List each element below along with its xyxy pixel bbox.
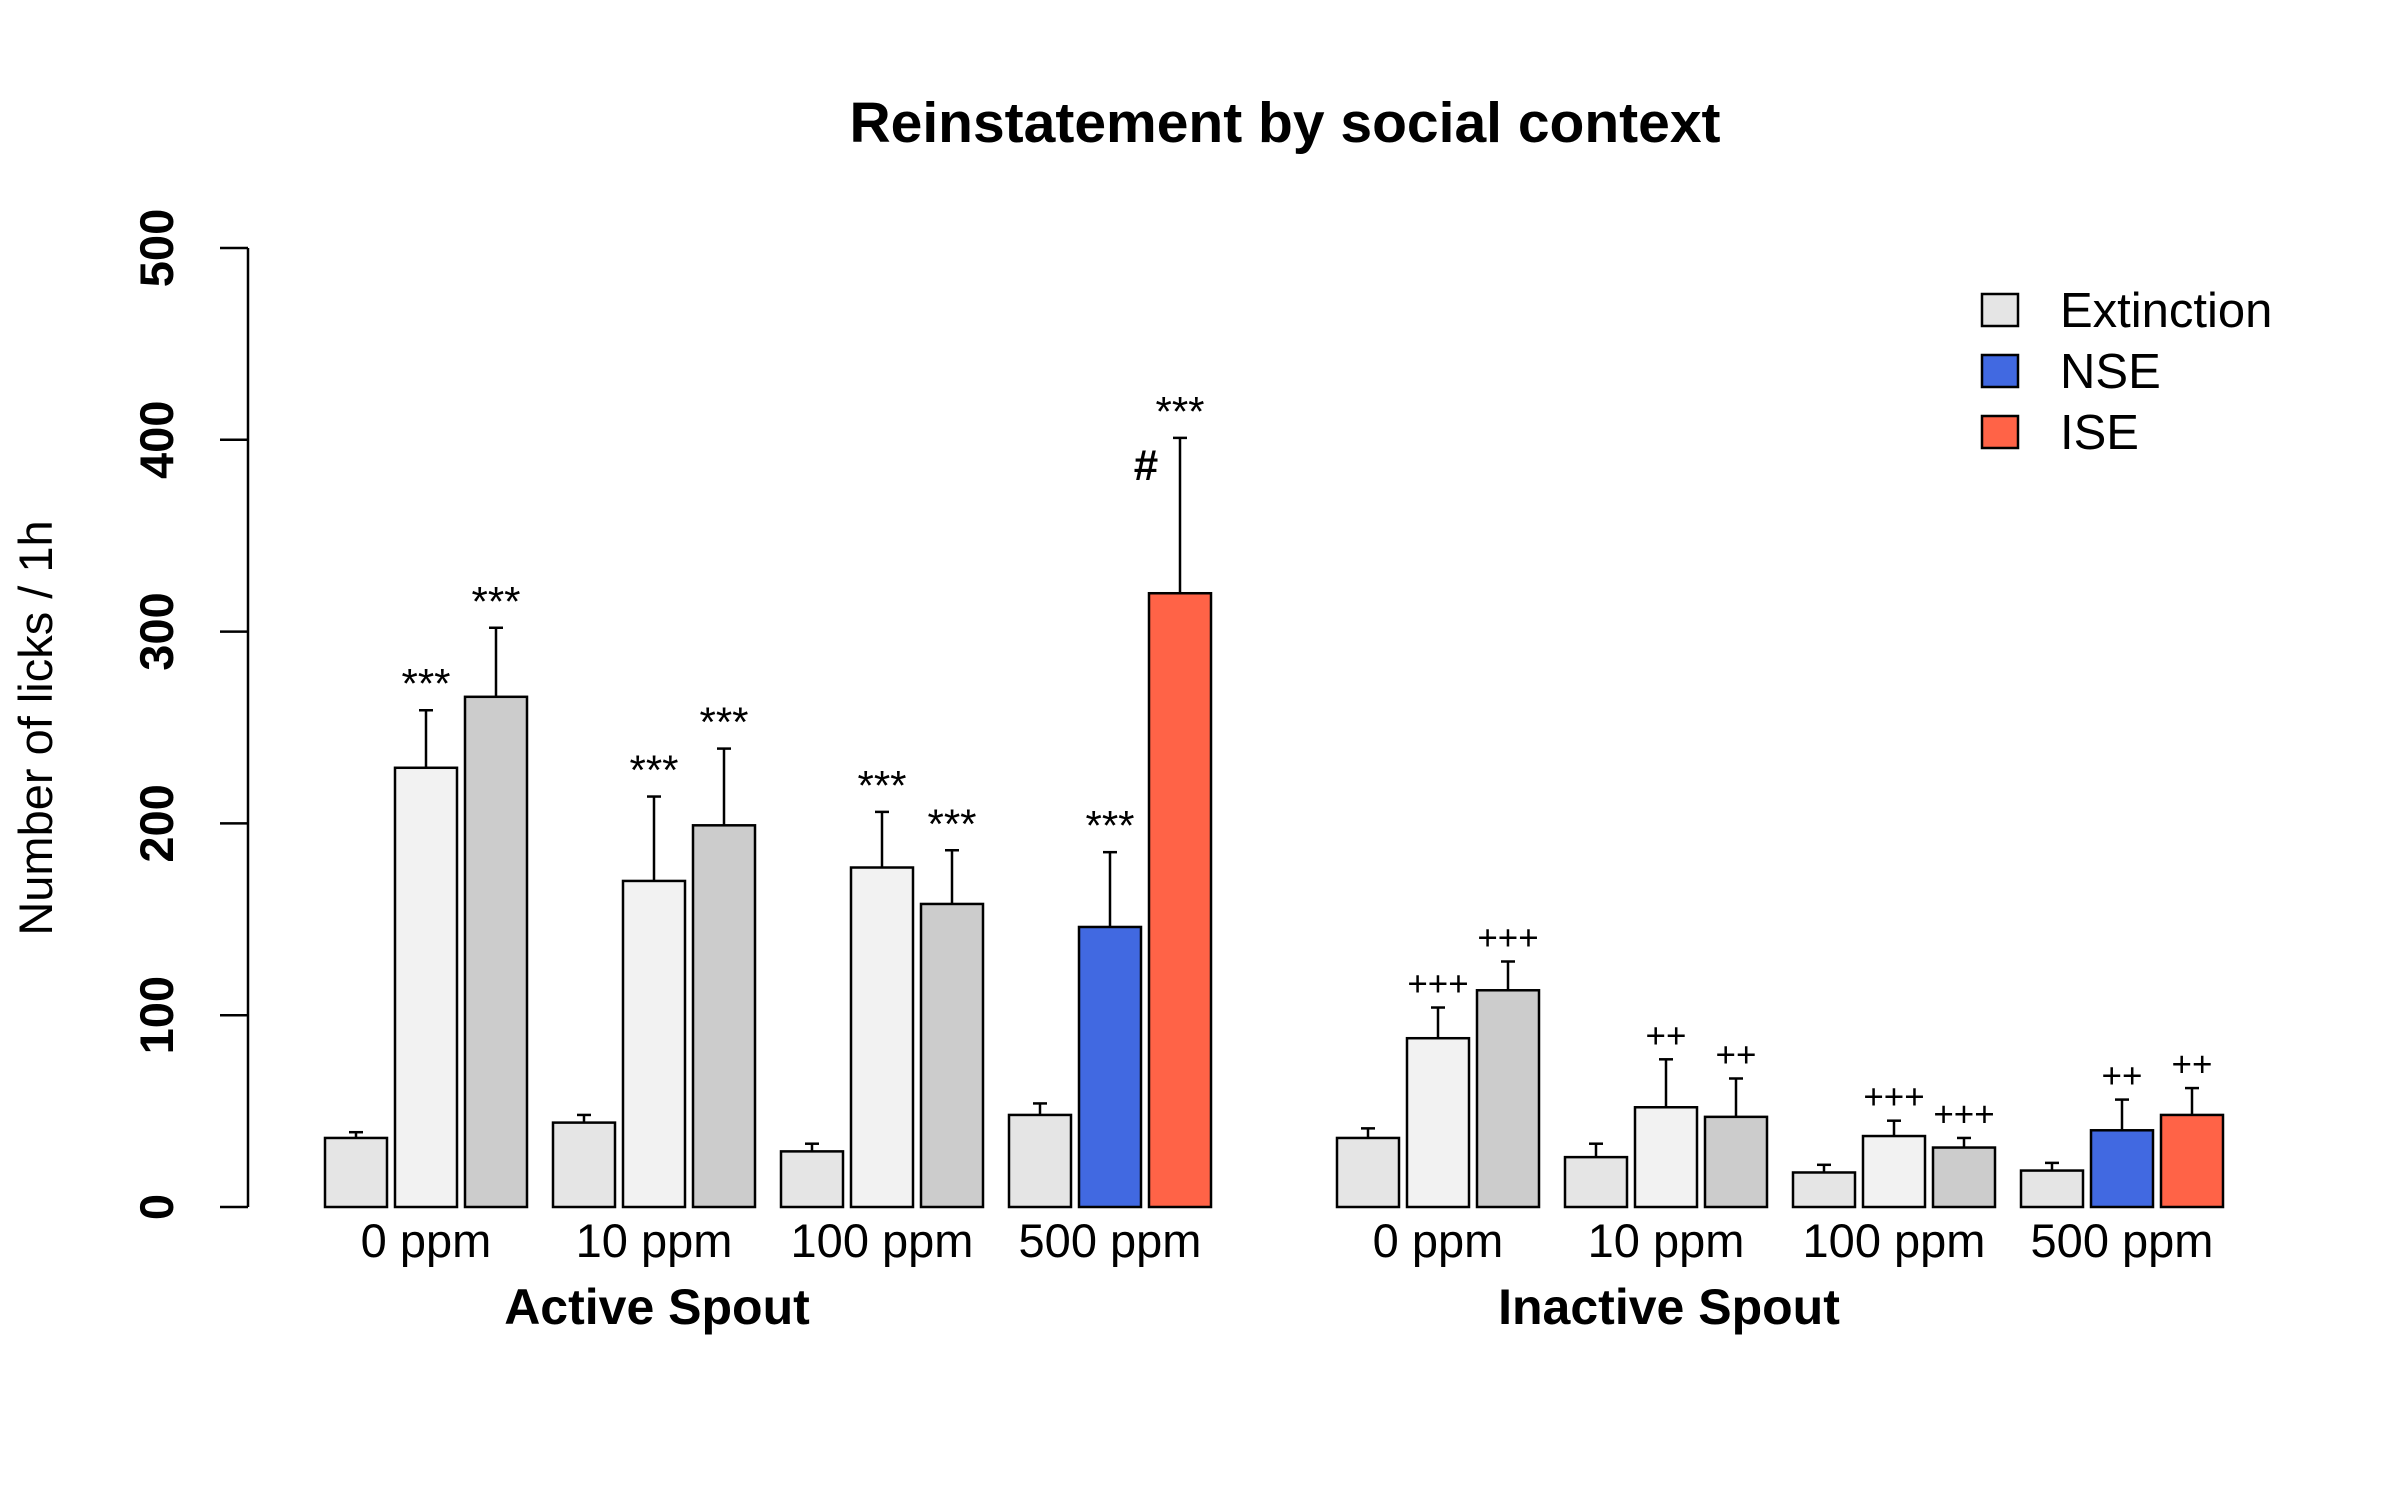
y-axis-label: Number of licks / 1h [9,520,62,935]
bar [1633,1106,1699,1209]
significance-plus-label: +++ [1933,1095,1994,1134]
y-tick-label: 200 [130,784,183,862]
bar [621,879,687,1209]
significance-star-label: *** [699,699,748,746]
bar [1147,591,1213,1209]
bar [919,902,985,1209]
chart-title: Reinstatement by social context [849,91,1720,155]
bar [849,866,915,1209]
bar [1475,989,1541,1209]
category-label: 500 ppm [2031,1214,2214,1267]
significance-plus-label: ++ [2172,1045,2213,1084]
y-tick-label: 500 [130,209,183,287]
legend-label: ISE [2060,406,2139,460]
significance-star-label: *** [1085,802,1134,849]
significance-star-label: *** [927,800,976,847]
legend-label: NSE [2060,345,2161,399]
bar [393,766,459,1209]
bar [2159,1113,2225,1209]
significance-hash-label: # [1134,441,1158,490]
significance-plus-label: +++ [1407,965,1468,1004]
group-label: Active Spout [504,1279,810,1335]
category-label: 100 ppm [1803,1214,1986,1267]
y-tick-label: 300 [130,592,183,670]
legend-swatch [1980,353,2020,389]
category-label: 0 ppm [361,1214,492,1267]
bar [1791,1171,1857,1209]
significance-plus-label: +++ [1863,1078,1924,1117]
bar [463,695,529,1209]
category-label: 0 ppm [1373,1214,1504,1267]
category-label: 500 ppm [1019,1214,1202,1267]
y-axis: 0 100 200 300 400 500 [130,209,250,1220]
legend-label: Extinction [2060,284,2272,338]
bar [1931,1146,1997,1209]
bar [551,1121,617,1209]
significance-star-label: *** [629,747,678,794]
bar [1861,1134,1927,1209]
bar [1405,1036,1471,1209]
y-tick-label: 100 [130,976,183,1054]
group-label: Inactive Spout [1498,1279,1840,1335]
significance-plus-label: +++ [1477,918,1538,957]
bar [779,1150,845,1209]
bar [1007,1113,1073,1209]
bar [1703,1115,1769,1209]
significance-star-label: *** [1155,388,1204,435]
legend: Extinction NSE ISE [1980,284,2272,460]
significance-star-label: *** [471,578,520,625]
category-label: 10 ppm [1588,1214,1745,1267]
significance-plus-label: ++ [1716,1035,1757,1074]
legend-swatch [1980,292,2020,328]
bar [2019,1169,2085,1209]
bar [2089,1129,2155,1209]
bar [323,1136,389,1209]
y-tick-label: 0 [130,1194,183,1220]
significance-plus-label: ++ [1646,1016,1687,1055]
bar [1563,1155,1629,1209]
category-label: 100 ppm [791,1214,974,1267]
bar [1335,1136,1401,1209]
significance-plus-label: ++ [2102,1057,2143,1096]
legend-swatch [1980,414,2020,450]
category-label: 10 ppm [576,1214,733,1267]
significance-star-label: *** [401,660,450,707]
bar [691,824,757,1209]
significance-star-label: *** [857,762,906,809]
bars-layer: ****************** ******#++++++++ +++++ ++… [323,388,2225,1209]
y-tick-label: 400 [130,401,183,479]
bar [1077,925,1143,1209]
